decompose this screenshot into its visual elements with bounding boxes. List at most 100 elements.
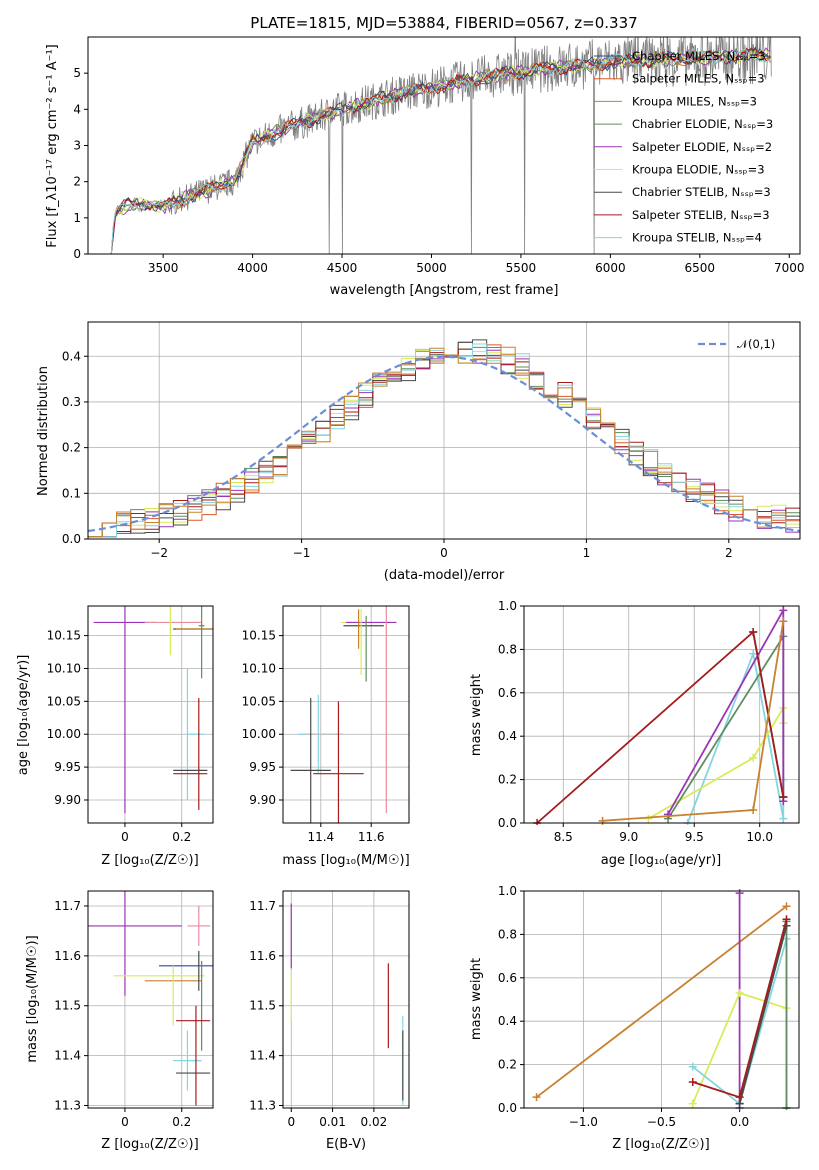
mass-vs-ebv-xlabel: E(B-V)	[326, 1137, 366, 1152]
points-layer	[93, 606, 213, 814]
x-tick-label: 4000	[237, 261, 268, 275]
points-layer	[88, 891, 213, 1106]
plus-marker	[532, 1093, 541, 1102]
y-tick-label: 0.2	[62, 441, 81, 455]
series-layer	[533, 606, 788, 825]
series-line	[647, 704, 785, 820]
y-tick-label: 11.3	[54, 1099, 81, 1113]
plus-marker	[644, 814, 653, 823]
axes-layer: 0 0.2 11.3 11.4 11.5 11.6 11.7	[54, 891, 213, 1129]
y-tick-label: 10.15	[47, 629, 81, 643]
axes-layer: 11.4 11.6 9.90 9.95 10.00 10.05 10.10 10.15	[242, 606, 409, 844]
plus-marker	[688, 1099, 697, 1108]
legend-label: Chabrier MILES, Nₛₛₚ=3	[632, 49, 766, 63]
y-tick-label: 10.00	[47, 727, 81, 741]
points-layer	[290, 606, 397, 823]
spectrum-panel: PLATE=1815, MJD=53884, FIBERID=0567, z=0…	[45, 14, 805, 298]
x-tick-label: 3500	[148, 261, 179, 275]
x-tick-label: 0.01	[319, 1115, 346, 1129]
y-tick-label: 10.10	[242, 661, 276, 675]
residuals-ylabel: Normed distribution	[36, 366, 51, 496]
x-tick-label: 9.0	[619, 830, 638, 844]
x-tick-label: −2	[150, 546, 168, 560]
y-tick-label: 9.90	[249, 793, 276, 807]
x-tick-label: 4500	[327, 261, 358, 275]
x-tick-label: 0.2	[172, 830, 191, 844]
x-tick-label: 1	[583, 546, 591, 560]
spectrum-series-layer	[109, 37, 772, 254]
y-tick-label: 0.8	[498, 642, 517, 656]
plus-marker	[749, 805, 758, 814]
y-tick-label: 1.0	[498, 884, 517, 898]
y-tick-label: 10.10	[47, 661, 81, 675]
x-tick-label: 2	[725, 546, 733, 560]
age-vs-Z-xlabel: Z [log₁₀(Z/Z☉)]	[101, 853, 198, 868]
y-tick-label: 10.15	[242, 629, 276, 643]
mass-vs-ebv-panel: E(B-V) 0 0.01 0.02 11.3 11.4 11.5 11.6 11.7	[249, 890, 410, 1152]
age-vs-Z-ylabel: age [log₁₀(age/yr)]	[16, 655, 31, 776]
x-tick-label: 11.4	[307, 830, 334, 844]
observed-spectrum-line	[109, 37, 772, 254]
legend-label: Kroupa STELIB, Nₛₛₚ=4	[632, 231, 762, 245]
axes-layer: 0 0.2 9.90 9.95 10.00 10.05 10.10 10.15	[47, 606, 213, 844]
y-tick-label: 0.6	[498, 686, 517, 700]
x-tick-label: −1.0	[569, 1115, 598, 1129]
legend-label: Kroupa ELODIE, Nₛₛₚ=3	[632, 163, 765, 177]
y-tick-label: 0.2	[498, 773, 517, 787]
plus-marker	[749, 753, 758, 762]
points-layer	[290, 903, 404, 1106]
y-tick-label: 11.6	[54, 949, 81, 963]
axes-layer: 0 0.01 0.02 11.3 11.4 11.5 11.6 11.7	[249, 891, 409, 1129]
spectrum-title: PLATE=1815, MJD=53884, FIBERID=0567, z=0…	[250, 14, 637, 32]
y-tick-label: 1.0	[498, 599, 517, 613]
plus-marker	[735, 988, 744, 997]
plus-marker	[779, 606, 788, 615]
plus-marker	[598, 816, 607, 825]
y-tick-label: 0.6	[498, 971, 517, 985]
residuals-xlabel: (data-model)/error	[384, 568, 505, 583]
y-tick-label: 1	[73, 211, 81, 225]
y-tick-label: 0	[73, 247, 81, 261]
y-tick-label: 0.0	[498, 816, 517, 830]
y-tick-label: 11.3	[249, 1099, 276, 1113]
y-tick-label: 11.5	[249, 999, 276, 1013]
spectrum-legend: Chabrier MILES, Nₛₛₚ=3 Salpeter MILES, Nₛ…	[594, 49, 773, 245]
x-tick-label: 0	[287, 1115, 295, 1129]
x-tick-label: −0.5	[647, 1115, 676, 1129]
y-tick-label: 0.3	[62, 395, 81, 409]
y-tick-label: 10.05	[242, 694, 276, 708]
plus-marker	[782, 915, 791, 924]
y-tick-label: 11.7	[54, 899, 81, 913]
panel-frame	[523, 605, 800, 824]
y-tick-label: 0.0	[498, 1101, 517, 1115]
x-tick-label: 0	[440, 546, 448, 560]
spectrum-xlabel: wavelength [Angstrom, rest frame]	[330, 283, 559, 298]
mass-vs-Z-panel: Z [log₁₀(Z/Z☉)] mass [log₁₀(M/M☉)] 0 0.2 1…	[25, 890, 214, 1152]
y-tick-label: 0.1	[62, 486, 81, 500]
y-tick-label: 5	[73, 66, 81, 80]
age-vs-mass-panel: mass [log₁₀(M/M☉)] 11.4 11.6 9.90 9.95 10.00…	[242, 605, 410, 868]
y-tick-label: 0.4	[62, 349, 81, 363]
plus-marker	[688, 1077, 697, 1086]
plus-marker	[735, 1093, 744, 1102]
legend-normal-label: 𝒩(0,1)	[737, 337, 775, 351]
series-line	[686, 650, 785, 824]
x-tick-label: 5000	[416, 261, 447, 275]
y-tick-label: 0.4	[498, 1014, 517, 1028]
plus-marker	[779, 814, 788, 823]
massweight-vs-Z-panel: Z [log₁₀(Z/Z☉)] mass weight −1.0 −0.5 0.0 0…	[469, 884, 800, 1152]
y-tick-label: 9.95	[54, 760, 81, 774]
x-tick-label: 9.5	[685, 830, 704, 844]
x-tick-label: −1	[293, 546, 311, 560]
legend-label: Salpeter MILES, Nₛₛₚ=3	[632, 72, 765, 86]
massweight-vs-Z-xlabel: Z [log₁₀(Z/Z☉)]	[612, 1137, 709, 1152]
normal-reference-curve	[87, 355, 801, 533]
x-tick-label: 8.5	[554, 830, 573, 844]
age-vs-Z-panel: Z [log₁₀(Z/Z☉)] age [log₁₀(age/yr)] 0 0.2…	[16, 605, 214, 868]
x-tick-label: 0.0	[730, 1115, 749, 1129]
legend-label: Salpeter STELIB, Nₛₛₚ=3	[632, 208, 770, 222]
y-tick-label: 10.05	[47, 694, 81, 708]
massweight-vs-age-xlabel: age [log₁₀(age/yr)]	[601, 853, 722, 868]
massweight-vs-Z-ylabel: mass weight	[469, 958, 484, 1040]
y-tick-label: 2	[73, 175, 81, 189]
